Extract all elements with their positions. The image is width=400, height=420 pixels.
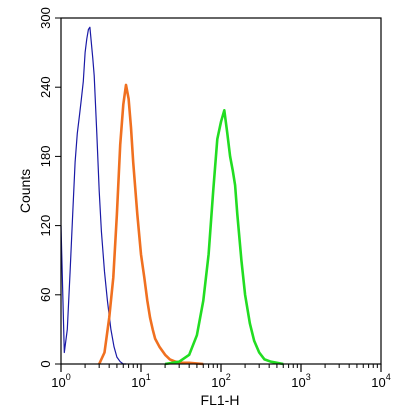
x-tick-label: 103 xyxy=(291,372,310,390)
y-tick-label: 60 xyxy=(38,288,53,302)
series-line-3 xyxy=(164,109,284,366)
x-tick-label: 101 xyxy=(131,372,150,390)
y-tick-label: 120 xyxy=(38,215,53,237)
y-axis-title: Counts xyxy=(17,169,33,213)
y-tick-label: 240 xyxy=(38,76,53,98)
y-tick-label: 0 xyxy=(38,360,53,367)
x-axis-title: FL1-H xyxy=(201,392,240,408)
series-layer xyxy=(60,26,284,366)
series-line-2 xyxy=(98,83,204,366)
x-tick-label: 100 xyxy=(51,372,70,390)
x-tick-label: 104 xyxy=(371,372,390,390)
y-axis: 0 60 120 180 240 300 xyxy=(38,7,61,368)
x-axis: 100 101 102 103 104 xyxy=(51,364,391,390)
y-tick-label: 180 xyxy=(38,146,53,168)
x-tick-label: 102 xyxy=(211,372,230,390)
series-line-1 xyxy=(60,26,126,365)
y-tick-label: 300 xyxy=(38,7,53,29)
